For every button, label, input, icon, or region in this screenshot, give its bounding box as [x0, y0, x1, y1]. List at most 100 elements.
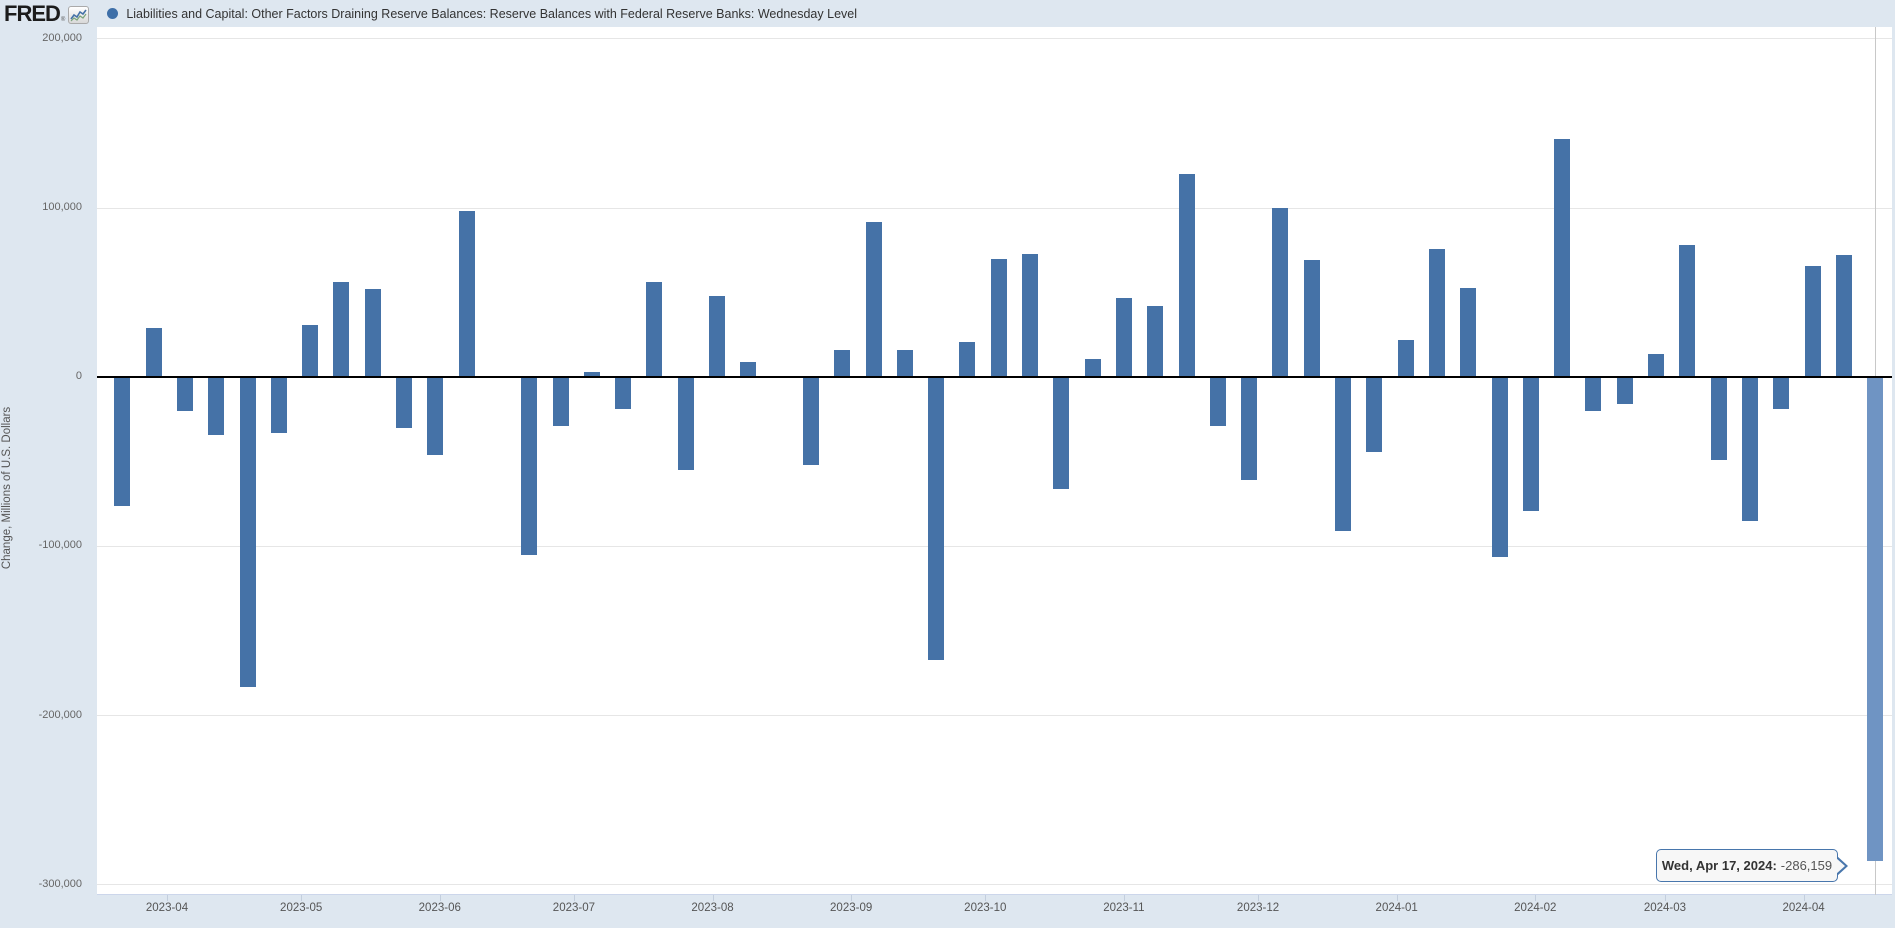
bar[interactable] — [1585, 377, 1602, 412]
bar[interactable] — [239, 377, 256, 687]
x-axis-line — [97, 894, 1892, 895]
bar[interactable] — [583, 372, 600, 378]
y-axis-tick-label: 0 — [75, 370, 82, 383]
y-axis-tick-label: -300,000 — [38, 877, 82, 890]
bar[interactable] — [865, 221, 882, 378]
x-axis-tick — [301, 895, 303, 901]
fred-logo-text: FRED — [4, 0, 61, 26]
bar[interactable] — [1272, 208, 1289, 378]
bar[interactable] — [208, 377, 225, 435]
bar[interactable] — [1115, 297, 1132, 378]
bar[interactable] — [1178, 174, 1195, 378]
x-axis-tick — [573, 895, 575, 901]
bar[interactable] — [176, 377, 193, 412]
bar[interactable] — [1491, 377, 1508, 557]
x-axis-tick-label: 2023-04 — [145, 902, 189, 914]
x-axis-tick-label: 2023-06 — [418, 902, 461, 914]
x-axis-tick — [1123, 895, 1125, 901]
x-axis-tick — [1535, 895, 1537, 901]
bar[interactable] — [615, 377, 632, 410]
chart-header: FRED ® Liabilities and Capital: Other Fa… — [0, 0, 1895, 27]
bar[interactable] — [1741, 377, 1758, 522]
gridline — [97, 545, 1892, 547]
x-axis-tick — [712, 895, 714, 901]
y-axis-tick-label: -200,000 — [38, 708, 82, 721]
bar[interactable] — [740, 362, 757, 378]
bar[interactable] — [1084, 358, 1101, 378]
x-axis-tick — [851, 895, 853, 901]
x-axis-tick — [439, 895, 441, 901]
x-axis-tick-label: 2023-07 — [552, 902, 596, 914]
bar[interactable] — [1209, 377, 1226, 427]
x-axis-tick-label: 2023-05 — [280, 902, 323, 914]
x-axis-tick-label: 2023-12 — [1236, 902, 1280, 914]
bar[interactable] — [928, 377, 945, 660]
bar[interactable] — [396, 377, 412, 428]
x-axis-tick — [1803, 895, 1805, 901]
bar[interactable] — [521, 377, 538, 555]
bar[interactable] — [834, 350, 851, 378]
bar[interactable] — [896, 350, 913, 378]
bar[interactable] — [646, 282, 663, 378]
bar[interactable] — [1147, 306, 1164, 378]
bar[interactable] — [1835, 255, 1852, 378]
bar[interactable] — [677, 377, 694, 471]
x-axis-tick-label: 2024-02 — [1514, 902, 1557, 914]
bar[interactable] — [552, 377, 569, 427]
x-axis-tick — [1664, 895, 1666, 901]
bar[interactable] — [1335, 377, 1351, 532]
bar[interactable] — [990, 258, 1007, 378]
bar[interactable] — [802, 377, 819, 466]
bar[interactable] — [1428, 248, 1445, 378]
bar[interactable] — [1303, 260, 1320, 378]
bar[interactable] — [114, 377, 131, 506]
gridline — [97, 207, 1892, 209]
x-axis-tick-label: 2024-04 — [1782, 902, 1825, 914]
bar[interactable] — [1867, 377, 1884, 862]
x-axis-tick-label: 2024-01 — [1375, 902, 1418, 914]
bar[interactable] — [1460, 287, 1477, 378]
bar[interactable] — [1022, 253, 1038, 378]
bar[interactable] — [1804, 265, 1821, 378]
x-axis-tick-label: 2023-10 — [964, 902, 1007, 914]
bar[interactable] — [1773, 377, 1790, 410]
bar[interactable] — [1366, 377, 1383, 452]
x-axis-tick — [985, 895, 987, 901]
bar[interactable] — [1679, 245, 1696, 378]
x-axis-tick-label: 2023-09 — [830, 902, 873, 914]
bar[interactable] — [709, 296, 725, 378]
bar[interactable] — [270, 377, 287, 434]
bar[interactable] — [1648, 353, 1664, 378]
bar[interactable] — [458, 211, 475, 378]
x-axis-tick-label: 2024-03 — [1643, 902, 1687, 914]
fred-logo[interactable]: FRED ® — [4, 0, 90, 26]
legend-marker-icon — [107, 8, 119, 19]
y-axis-tick-label: 100,000 — [42, 201, 82, 214]
bar[interactable] — [145, 328, 162, 378]
plot-area — [97, 27, 1892, 895]
bar[interactable] — [1710, 377, 1727, 461]
zero-line — [97, 376, 1892, 379]
x-axis-tick-label: 2023-11 — [1103, 902, 1145, 914]
bar[interactable] — [1397, 340, 1414, 378]
series-title: Liabilities and Capital: Other Factors D… — [126, 6, 857, 21]
bar[interactable] — [333, 282, 350, 378]
x-axis-tick — [167, 895, 168, 901]
bar[interactable] — [1616, 377, 1633, 405]
bar[interactable] — [427, 377, 444, 456]
gridline — [97, 884, 1892, 886]
bar[interactable] — [364, 289, 381, 378]
bar[interactable] — [959, 341, 976, 378]
bar[interactable] — [302, 324, 319, 378]
y-axis-tick-label: 200,000 — [42, 31, 82, 44]
gridline — [97, 38, 1892, 40]
bar[interactable] — [1554, 138, 1571, 378]
y-axis-tick-label: -100,000 — [38, 539, 82, 552]
bar[interactable] — [1241, 377, 1258, 481]
x-axis-tick — [1396, 895, 1398, 901]
bar[interactable] — [1522, 377, 1539, 511]
tooltip: Wed, Apr 17, 2024: -286,159 — [1656, 849, 1848, 882]
gridline — [97, 715, 1892, 717]
bar[interactable] — [1053, 377, 1070, 489]
registered-mark-icon: ® — [60, 16, 66, 23]
